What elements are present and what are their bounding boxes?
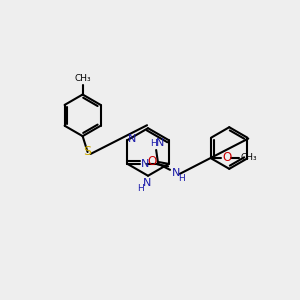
Text: H: H	[137, 184, 143, 193]
Text: N: N	[141, 159, 149, 169]
Text: CH₃: CH₃	[74, 74, 91, 83]
Text: N: N	[172, 168, 180, 178]
Text: H: H	[150, 139, 157, 148]
Text: CH₃: CH₃	[241, 153, 257, 162]
Text: N: N	[156, 138, 164, 148]
Text: N: N	[143, 178, 151, 188]
Text: O: O	[147, 155, 156, 168]
Text: H: H	[178, 174, 185, 183]
Text: O: O	[223, 151, 232, 164]
Text: N: N	[128, 134, 136, 144]
Text: S: S	[84, 146, 92, 158]
